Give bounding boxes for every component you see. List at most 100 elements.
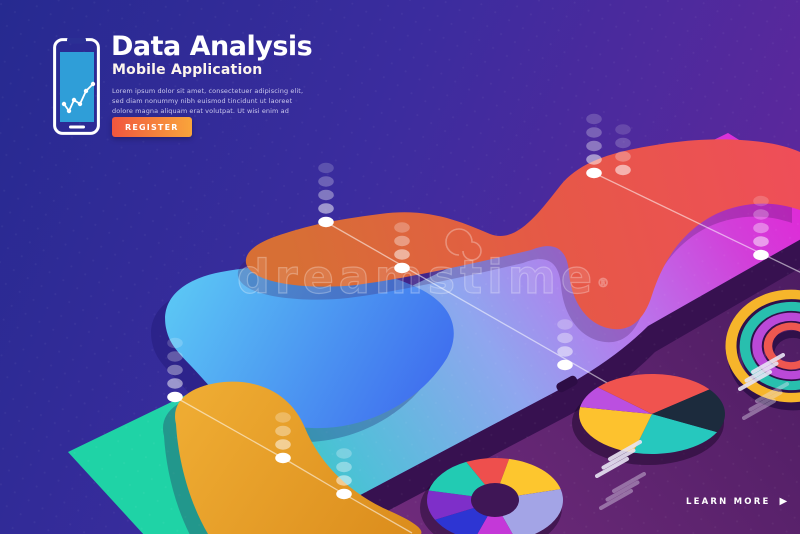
description-text: Lorem ipsum dolor sit amet, consectetuer… — [112, 87, 304, 116]
stripe-line — [755, 382, 789, 403]
data-dot — [318, 189, 334, 201]
data-dot — [615, 164, 631, 176]
amber-blob — [175, 381, 422, 534]
stripe-line — [738, 370, 772, 391]
coral-wave-blob — [245, 139, 800, 330]
watermark-spiral-icon — [445, 228, 482, 261]
data-dot — [318, 176, 334, 187]
phone-icon — [53, 38, 100, 135]
phone-home-bar — [69, 125, 85, 129]
data-dot — [557, 346, 573, 357]
data-dot — [615, 124, 631, 135]
phone-chart-point — [71, 97, 77, 103]
phone-notch — [67, 38, 86, 44]
stripe-line — [751, 353, 785, 374]
data-dot — [586, 167, 602, 179]
data-dot — [167, 391, 183, 403]
data-dot — [557, 332, 573, 344]
data-dot — [586, 113, 602, 125]
data-dot — [275, 439, 291, 450]
arrow-right-icon: ▶ — [779, 496, 788, 507]
donut-chart — [420, 457, 563, 534]
donut-segment-yellow — [499, 458, 561, 496]
pie-slice-red — [597, 373, 710, 414]
data-dot — [167, 351, 183, 362]
data-dot — [586, 127, 602, 138]
pie-slice-yellow — [578, 407, 652, 453]
stripe-group — [742, 382, 789, 420]
stripe-line — [595, 457, 629, 478]
phone-chart-point — [66, 108, 72, 114]
stripe-line — [742, 399, 776, 420]
data-dot — [586, 154, 602, 165]
pie-slice-navy — [652, 389, 725, 433]
pie-chart — [572, 373, 725, 465]
data-point-dot-columns — [167, 113, 769, 500]
data-dot — [753, 222, 769, 234]
donut-segment-teal — [428, 461, 485, 497]
donut-segment-blue — [434, 507, 488, 534]
data-dot — [167, 364, 183, 376]
data-dot — [167, 337, 183, 349]
phone-line-chart — [61, 81, 96, 114]
data-dot — [394, 249, 410, 260]
donut-segment-magenta — [477, 516, 513, 534]
radial-arc-yellow — [725, 289, 800, 403]
stripe-line — [748, 390, 783, 412]
trend-line — [325, 221, 638, 401]
stripe-marks — [595, 353, 789, 510]
phone-chart-point — [61, 101, 67, 107]
radial-arc-chart — [725, 289, 800, 411]
trend-line — [174, 396, 413, 534]
data-dot — [557, 319, 573, 330]
pie-slice-purple — [580, 387, 652, 414]
data-dot — [336, 475, 352, 486]
stripe-group — [599, 472, 646, 510]
radial-arc-red — [763, 322, 800, 370]
stripe-line — [612, 472, 646, 493]
data-dot — [557, 359, 573, 371]
trend-line — [593, 172, 800, 273]
stripe-line — [605, 480, 640, 502]
learn-more-label: LEARN MORE — [686, 496, 771, 507]
pie-slice-teal — [633, 414, 718, 454]
stripe-group — [595, 440, 642, 478]
radial-arc-group — [725, 289, 800, 403]
data-dot — [394, 235, 410, 247]
data-dot — [275, 452, 291, 464]
data-dot — [167, 378, 183, 389]
data-dot — [318, 162, 334, 174]
register-button[interactable]: REGISTER — [112, 117, 192, 137]
data-dot — [753, 209, 769, 220]
phone-screen — [60, 52, 94, 122]
data-dot — [394, 262, 410, 274]
stripe-group — [738, 353, 785, 391]
data-dot — [318, 216, 334, 228]
stripe-line — [608, 440, 642, 461]
page-title: Data Analysis — [111, 31, 313, 62]
data-dot — [275, 412, 291, 423]
radial-arc-teal — [739, 301, 800, 391]
data-dot — [753, 195, 769, 207]
learn-more-link[interactable]: LEARN MORE ▶ — [686, 496, 787, 507]
stripe-line — [601, 448, 636, 470]
data-dot — [275, 425, 291, 437]
data-dot — [586, 140, 602, 152]
data-dot — [615, 137, 631, 149]
donut-segment-lavender — [502, 489, 563, 534]
donut-segment-violet — [427, 490, 474, 520]
phone-chart-point — [83, 88, 89, 94]
data-dot — [318, 203, 334, 214]
stripe-line — [744, 361, 779, 383]
data-dot — [336, 448, 352, 459]
donut-segment-red — [466, 457, 510, 485]
data-dot — [615, 151, 631, 162]
trend-lines — [174, 172, 800, 534]
data-dot — [753, 236, 769, 247]
data-dot — [336, 488, 352, 500]
page-subtitle: Mobile Application — [112, 62, 263, 78]
phone-chart-point — [90, 81, 96, 87]
donut-hole — [465, 478, 525, 522]
